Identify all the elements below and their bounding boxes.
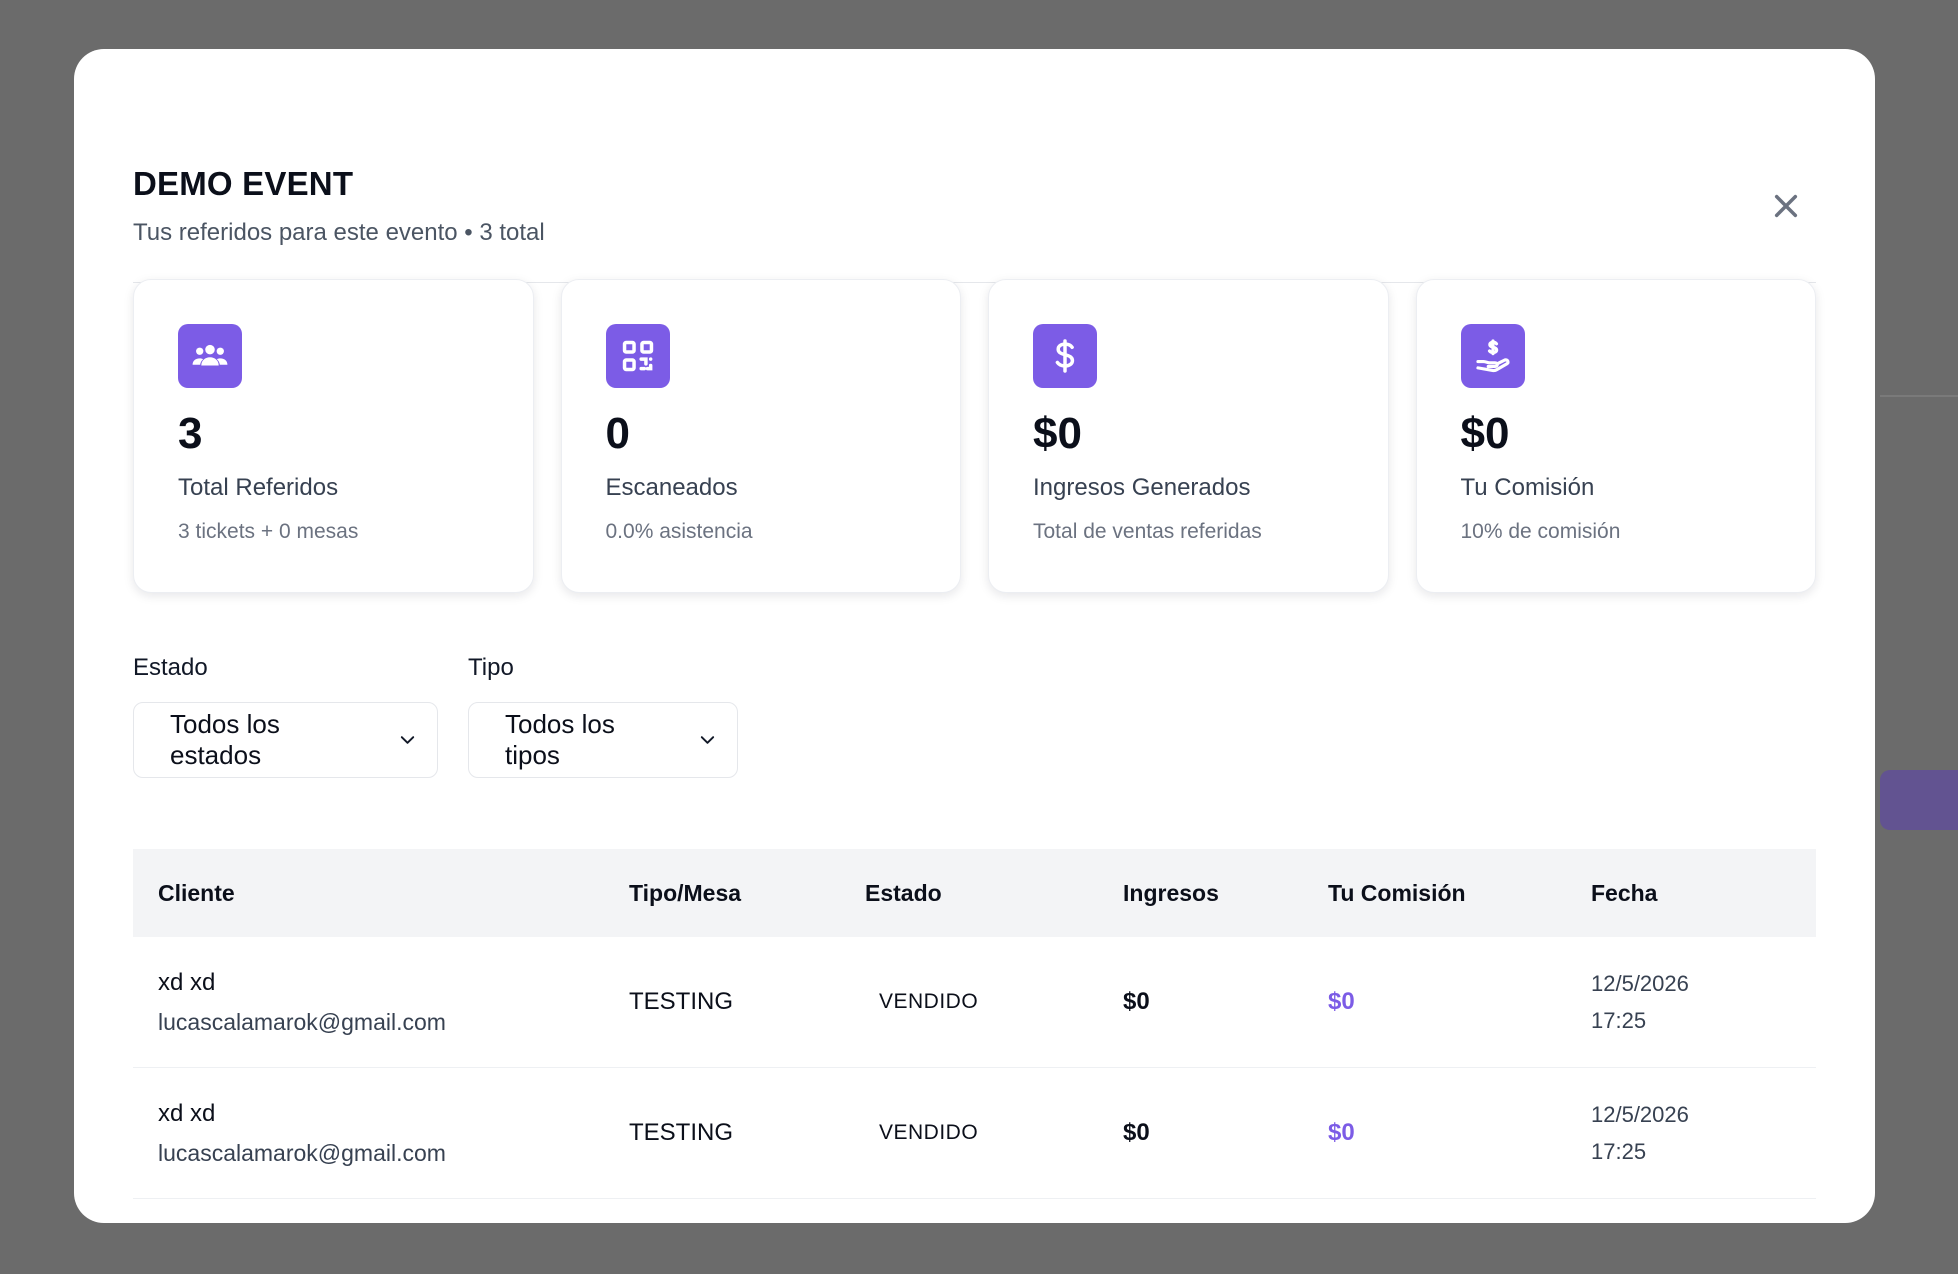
header-commission: Tu Comisión [1328,879,1466,906]
dollar-icon [1033,324,1097,388]
stat-card-scanned: 0 Escaneados 0.0% asistencia [560,279,961,593]
modal-title: DEMO EVENT [133,165,354,202]
qr-code-icon [605,324,670,388]
hand-coin-icon [1460,324,1525,388]
type-filter: Tipo Todos los tipos [468,654,738,778]
status-cell: VENDIDO [865,1117,1123,1149]
header-client: Cliente [158,879,235,906]
background-button [1880,770,1958,830]
stat-value: $0 [1460,409,1510,458]
time-value: 17:25 [1591,1139,1647,1164]
close-icon [1774,194,1798,218]
stat-label: Tu Comisión [1460,474,1595,501]
client-email: lucascalamarok@gmail.com [158,1008,446,1035]
type-filter-label: Tipo [468,654,514,681]
status-cell: VENDIDO [865,986,1123,1018]
stat-sublabel: Total de ventas referidas [1033,520,1262,543]
filters: Estado Todos los estados Tipo Todos los … [133,654,738,778]
status-filter-label: Estado [133,654,208,681]
date-cell: 12/5/2026 17:25 [1591,1096,1816,1170]
status-select-value: Todos los estados [170,709,280,770]
stat-value: 0 [605,409,630,458]
commission-cell: $0 [1328,1119,1355,1146]
stat-sublabel: 10% de comisión [1460,520,1621,543]
stat-sublabel: 3 tickets + 0 mesas [178,520,359,543]
stat-label: Escaneados [605,474,738,501]
table-row[interactable]: xd xd lucascalamarok@gmail.com TESTING V… [133,937,1816,1068]
stat-card-commission: $0 Tu Comisión 10% de comisión [1415,279,1816,593]
modal-subtitle: Tus referidos para este evento • 3 total [133,219,545,246]
background-divider [1880,395,1958,397]
status-select[interactable]: Todos los estados [133,702,438,778]
status-filter: Estado Todos los estados [133,654,438,778]
income-cell: $0 [1123,1119,1150,1146]
table-header: Cliente Tipo/Mesa Estado Ingresos Tu Com… [133,849,1816,937]
income-cell: $0 [1123,988,1150,1015]
modal-header: DEMO EVENT Tus referidos para este event… [133,113,1816,283]
stat-card-total-referrals: 3 Total Referidos 3 tickets + 0 mesas [133,279,534,593]
referrals-table: Cliente Tipo/Mesa Estado Ingresos Tu Com… [133,849,1816,1199]
chevron-down-icon [400,736,415,744]
stats-cards: 3 Total Referidos 3 tickets + 0 mesas 0 … [133,279,1816,593]
table-row[interactable]: xd xd lucascalamarok@gmail.com TESTING V… [133,1068,1816,1199]
type-cell: TESTING [629,988,734,1015]
type-select-value: Todos los tipos [505,709,615,770]
stat-value: 3 [178,409,203,458]
status-badge: VENDIDO [879,990,979,1013]
referrals-modal: DEMO EVENT Tus referidos para este event… [74,49,1875,1223]
stat-label: Total Referidos [178,474,339,501]
close-button[interactable] [1766,186,1806,226]
commission-cell: $0 [1328,988,1355,1015]
header-income: Ingresos [1123,879,1219,906]
stat-card-revenue: $0 Ingresos Generados Total de ventas re… [988,279,1389,593]
header-type: Tipo/Mesa [629,879,742,906]
status-badge: VENDIDO [879,1121,979,1144]
header-date: Fecha [1591,879,1658,906]
users-icon [178,324,242,388]
type-select[interactable]: Todos los tipos [468,702,738,778]
client-cell: xd xd lucascalamarok@gmail.com [133,1100,629,1167]
client-cell: xd xd lucascalamarok@gmail.com [133,969,629,1036]
client-name: xd xd [158,1099,216,1127]
date-value: 12/5/2026 [1591,1102,1689,1127]
date-value: 12/5/2026 [1591,971,1689,996]
time-value: 17:25 [1591,1008,1647,1033]
stat-value: $0 [1033,409,1082,458]
stat-label: Ingresos Generados [1033,474,1251,501]
client-name: xd xd [158,968,216,996]
header-status: Estado [865,879,942,906]
client-email: lucascalamarok@gmail.com [158,1139,446,1166]
date-cell: 12/5/2026 17:25 [1591,965,1816,1039]
type-cell: TESTING [629,1119,734,1146]
chevron-down-icon [700,736,715,744]
stat-sublabel: 0.0% asistencia [605,520,753,543]
